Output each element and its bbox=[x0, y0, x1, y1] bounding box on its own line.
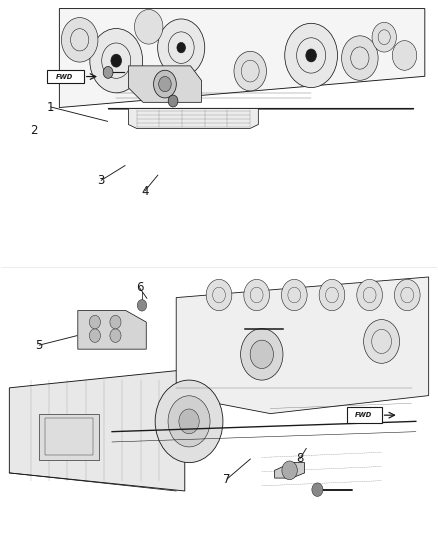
Circle shape bbox=[89, 316, 100, 329]
Circle shape bbox=[110, 316, 121, 329]
Circle shape bbox=[357, 279, 382, 311]
Circle shape bbox=[168, 95, 178, 107]
Text: 8: 8 bbox=[296, 453, 304, 465]
Circle shape bbox=[168, 396, 210, 447]
Circle shape bbox=[282, 279, 307, 311]
Circle shape bbox=[103, 67, 113, 78]
Circle shape bbox=[158, 19, 205, 76]
FancyBboxPatch shape bbox=[47, 70, 84, 83]
Circle shape bbox=[285, 23, 338, 87]
Circle shape bbox=[61, 18, 98, 62]
Text: 1: 1 bbox=[47, 101, 55, 114]
Circle shape bbox=[159, 77, 171, 92]
Circle shape bbox=[250, 340, 273, 368]
Text: 2: 2 bbox=[30, 124, 37, 138]
Text: 5: 5 bbox=[35, 338, 43, 352]
Circle shape bbox=[342, 36, 378, 80]
Polygon shape bbox=[275, 463, 304, 478]
Circle shape bbox=[306, 49, 316, 62]
Polygon shape bbox=[60, 9, 425, 108]
Text: 4: 4 bbox=[141, 184, 148, 198]
Circle shape bbox=[244, 279, 269, 311]
Circle shape bbox=[134, 10, 163, 44]
Circle shape bbox=[364, 320, 399, 364]
Circle shape bbox=[319, 279, 345, 311]
Circle shape bbox=[179, 409, 199, 434]
Polygon shape bbox=[128, 109, 258, 128]
Circle shape bbox=[312, 483, 323, 496]
FancyBboxPatch shape bbox=[347, 407, 382, 423]
Circle shape bbox=[111, 54, 121, 67]
Polygon shape bbox=[176, 277, 429, 414]
Circle shape bbox=[177, 43, 185, 53]
Text: 6: 6 bbox=[136, 281, 143, 294]
Text: 3: 3 bbox=[97, 174, 105, 187]
Circle shape bbox=[240, 328, 283, 380]
Polygon shape bbox=[9, 370, 185, 491]
Circle shape bbox=[90, 29, 143, 93]
Circle shape bbox=[392, 41, 417, 70]
Circle shape bbox=[234, 51, 266, 91]
Bar bbox=[39, 414, 99, 460]
Text: FWD: FWD bbox=[56, 74, 73, 79]
Text: 7: 7 bbox=[223, 473, 231, 486]
Circle shape bbox=[206, 279, 232, 311]
Circle shape bbox=[155, 380, 223, 463]
Circle shape bbox=[282, 461, 297, 480]
Circle shape bbox=[154, 70, 177, 98]
Polygon shape bbox=[78, 311, 146, 349]
Circle shape bbox=[137, 300, 147, 311]
Text: FWD: FWD bbox=[355, 412, 372, 418]
Polygon shape bbox=[128, 66, 201, 102]
Circle shape bbox=[372, 22, 396, 52]
Circle shape bbox=[110, 329, 121, 342]
Circle shape bbox=[89, 329, 100, 342]
Bar bbox=[45, 418, 93, 455]
Circle shape bbox=[395, 279, 420, 311]
